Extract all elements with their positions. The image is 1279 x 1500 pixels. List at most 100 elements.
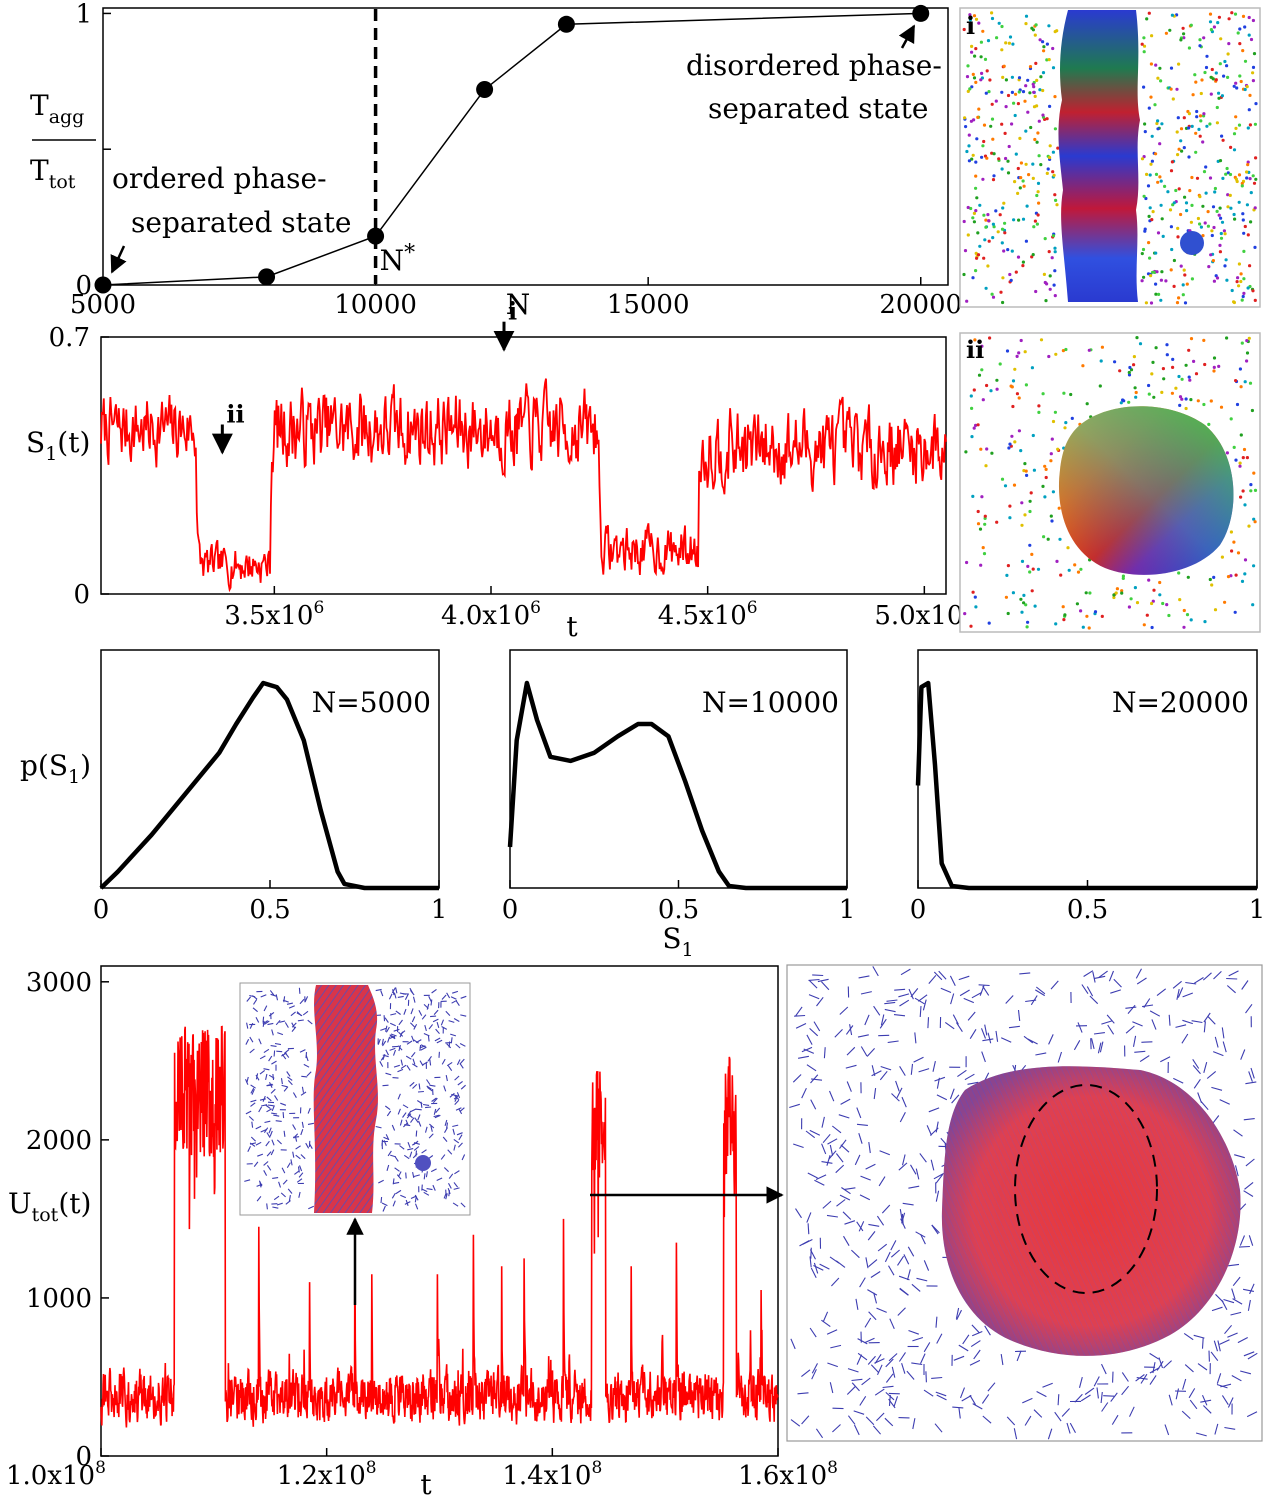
particle-rod [868,1311,877,1321]
particle-dot [1115,587,1119,591]
particle-rod [870,1271,881,1278]
particle-rod [790,1338,796,1350]
particle-dot [990,16,995,21]
particle-rod [846,1046,856,1056]
particle-dot [1172,258,1176,263]
particle-dot [983,57,988,62]
particle-rod [1213,971,1222,980]
particle-dot [1129,368,1134,372]
particle-dot [1043,495,1047,499]
particle-rod [452,990,459,994]
particle-dot [1018,186,1022,190]
particle-rod [258,1106,263,1113]
particle-dot [1247,524,1251,528]
particle-rod [920,1233,926,1245]
particle-rod [294,1135,298,1142]
particle-dot [1035,140,1039,144]
particle-dot [995,36,999,40]
particle-dot [965,299,969,303]
particle-dot [1032,90,1036,94]
particle-rod [806,1034,813,1045]
particle-dot [1169,268,1173,272]
particle-rod [908,1329,919,1335]
particle-dot [1062,618,1066,622]
particle-dot [990,151,994,155]
particle-dot [1218,250,1222,254]
particle-rod [445,1193,448,1200]
particle-rod [890,1249,900,1258]
particle-dot [1007,144,1011,149]
particle-dot [1187,46,1191,50]
particle-rod [249,1036,254,1043]
particle-rod [1042,1382,1053,1388]
particle-rod [420,1046,427,1051]
particle-rod [379,1061,384,1067]
particle-rod [957,1069,967,1078]
particle-rod [1136,977,1147,985]
particle-dot [987,90,991,94]
particle-rod [419,1060,424,1067]
particle-rod [288,1195,291,1202]
particle-rod [414,1117,419,1123]
particle-rod [304,996,309,1003]
particle-rod [1181,1033,1189,1044]
particle-dot [1014,152,1018,156]
particle-dot [1031,567,1035,571]
particle-dot [1025,204,1029,208]
particle-rod [1066,1422,1071,1434]
particle-rod [447,1065,453,1072]
panel-b-xlabel: t [566,610,578,643]
panel-c-xtick-label: 0.5 [249,895,290,925]
particle-dot [1226,205,1230,209]
particle-rod [305,1142,310,1149]
particle-dot [1171,365,1175,369]
particle-rod [1212,1051,1224,1057]
particle-dot [1144,301,1148,305]
particle-rod [272,1206,279,1209]
particle-dot [1159,278,1163,282]
particle-dot [1229,530,1233,534]
particle-rod [255,1074,260,1081]
particle-rod [807,1223,810,1235]
particle-dot [1224,258,1228,262]
particle-dot [1194,372,1199,376]
panel-b-xtick-mantissa: 4.5x10 [658,601,747,631]
particle-dot [974,17,979,21]
particle-rod [849,1024,853,1036]
particle-rod [1113,978,1122,988]
particle-rod [397,1045,403,1051]
particle-rod [420,1101,423,1108]
particle-dot [1241,456,1245,460]
particle-dot [1023,99,1027,103]
particle-rod [1108,970,1115,982]
particle-rod [1132,1021,1143,1027]
particle-rod [281,1084,288,1088]
snapshot-i-label: i [966,11,975,40]
particle-rod [1077,1022,1083,1033]
particle-dot [1118,369,1122,373]
particle-rod [801,1087,807,1099]
particle-rod [1097,1042,1102,1054]
particle-rod [447,1188,451,1195]
particle-dot [1141,247,1146,252]
particle-rod [827,1362,838,1368]
particle-rod [284,1052,290,1058]
particle-rod [969,1394,976,1405]
particle-dot [1026,78,1030,82]
particle-rod [864,1014,870,1026]
particle-rod [307,1122,315,1125]
particle-rod [959,989,970,997]
particle-dot [1038,88,1042,92]
particle-rod [922,999,927,1011]
particle-dot [1169,169,1174,173]
particle-rod [1200,1101,1209,1111]
particle-rod [392,989,395,996]
particle-dot [1241,49,1245,53]
particle-rod [1193,1334,1205,1339]
particle-dot [1177,147,1181,151]
particle-dot [1023,513,1027,517]
particle-dot [982,256,986,260]
particle-rod [1093,1032,1105,1035]
particle-dot [1252,517,1256,521]
particle-dot [1045,171,1049,175]
